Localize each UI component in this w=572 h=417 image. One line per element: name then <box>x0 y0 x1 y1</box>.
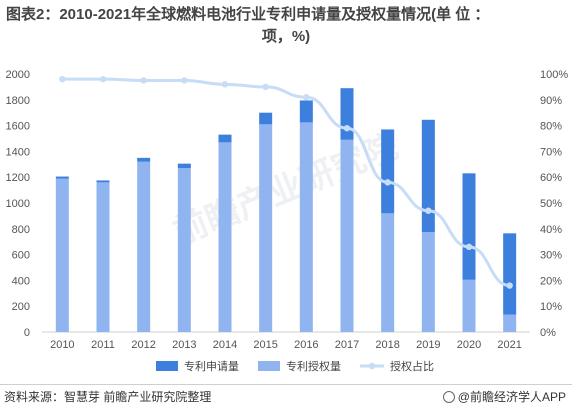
chart-title: 图表2：2010-2021年全球燃料电池行业专利申请量及授权量情况(单 位 ： … <box>6 4 566 48</box>
x-tick-label: 2019 <box>416 339 440 351</box>
source-note: 资料来源：智慧芽 前瞻产业研究院整理 <box>4 390 212 404</box>
line-point-2019 <box>425 207 432 214</box>
bar-granted-2020 <box>462 279 476 332</box>
brand-logo-icon <box>442 391 455 403</box>
y-right-tick-label: 90% <box>540 95 562 107</box>
y-right-tick-label: 50% <box>540 198 562 210</box>
y-right-tick-label: 100% <box>540 69 568 81</box>
bar-applied-2011 <box>96 180 110 183</box>
bar-applied-2010 <box>55 176 69 179</box>
legend-swatch-专利授权量 <box>258 361 280 371</box>
line-point-2013 <box>181 77 188 84</box>
y-right-tick-label: 80% <box>540 121 562 133</box>
x-tick-label: 2018 <box>375 339 399 351</box>
legend-label: 专利授权量 <box>286 359 341 373</box>
bar-granted-2015 <box>259 124 273 332</box>
bar-applied-2012 <box>137 157 151 162</box>
legend-swatch-marker <box>368 362 376 370</box>
line-point-2016 <box>303 94 310 101</box>
y-right-tick-label: 10% <box>540 301 562 313</box>
chart-svg: 前瞻产业研究院 0 200 400 600 800 1000 1200 1400 1600 1800… <box>6 69 569 373</box>
line-point-2015 <box>262 83 269 91</box>
bar-granted-2014 <box>218 142 232 332</box>
y-right-tick-label: 30% <box>540 250 562 262</box>
y-left-tick-label: 1400 <box>6 146 30 158</box>
x-tick-label: 2012 <box>131 339 155 351</box>
line-point-2014 <box>221 81 229 88</box>
y-right-tick-label: 70% <box>540 146 562 158</box>
bar-applied-2016 <box>299 100 313 123</box>
y-left-tick-label: 1200 <box>6 172 30 184</box>
legend-label: 专利申请量 <box>184 359 239 373</box>
bar-granted-2011 <box>96 182 110 332</box>
x-tick-label: 2011 <box>91 339 115 351</box>
y-left-tick-label: 1600 <box>6 121 30 133</box>
y-left-tick-label: 400 <box>12 275 30 287</box>
bar-granted-2013 <box>177 168 191 332</box>
y-right-tick-label: 20% <box>540 275 562 287</box>
line-point-2017 <box>343 124 351 132</box>
line-point-2010 <box>59 75 66 83</box>
x-tick-label: 2010 <box>50 339 74 351</box>
bar-applied-2017 <box>340 88 354 140</box>
bar-applied-2015 <box>259 112 273 125</box>
bar-granted-2021 <box>503 314 517 332</box>
y-left-tick-label: 2000 <box>6 69 30 81</box>
line-point-2012 <box>140 77 147 84</box>
y-left-tick-label: 200 <box>12 301 30 313</box>
brand-text: @前瞻经济学人APP <box>457 390 566 404</box>
bar-applied-2019 <box>421 119 435 233</box>
bar-granted-2012 <box>137 161 151 332</box>
y-right-tick-label: 40% <box>540 224 562 236</box>
brand-label: @前瞻经济学人APP <box>442 388 566 405</box>
y-left-tick-label: 800 <box>12 224 30 236</box>
legend-label: 授权占比 <box>390 359 434 373</box>
x-tick-label: 2021 <box>497 339 521 351</box>
x-tick-label: 2020 <box>457 339 481 351</box>
x-tick-label: 2017 <box>335 339 359 351</box>
bar-applied-2013 <box>177 163 191 169</box>
y-left-tick-label: 600 <box>12 250 30 262</box>
bar-granted-2017 <box>340 139 354 332</box>
chart-title-line2: 项，%) <box>261 28 311 45</box>
x-tick-label: 2015 <box>253 339 277 351</box>
bar-applied-2020 <box>462 173 476 280</box>
legend-swatch-专利申请量 <box>156 361 178 371</box>
bar-applied-2018 <box>381 129 395 214</box>
bar-granted-2019 <box>421 232 435 332</box>
line-point-2018 <box>384 179 391 186</box>
bar-granted-2016 <box>299 122 313 332</box>
y-right-tick-label: 0% <box>540 327 556 339</box>
bar-applied-2021 <box>503 233 517 315</box>
y-left-tick-label: 1000 <box>6 198 30 210</box>
bar-applied-2014 <box>218 134 232 143</box>
bar-granted-2010 <box>55 178 69 332</box>
line-point-2021 <box>506 282 513 289</box>
bar-granted-2018 <box>381 213 395 332</box>
line-point-2020 <box>465 243 473 251</box>
x-tick-label: 2013 <box>172 339 196 351</box>
line-point-2011 <box>99 75 107 83</box>
y-right-tick-label: 60% <box>540 172 562 184</box>
chart-title-line1: 图表2：2010-2021年全球燃料电池行业专利申请量及授权量情况(单 位 ： <box>6 6 490 23</box>
watermark-text: 前瞻产业研究院 <box>168 127 403 252</box>
x-tick-label: 2016 <box>294 339 318 351</box>
y-left-tick-label: 1800 <box>6 95 30 107</box>
y-left-tick-label: 0 <box>24 327 30 339</box>
footer-divider <box>0 384 572 385</box>
x-tick-label: 2014 <box>213 339 237 351</box>
